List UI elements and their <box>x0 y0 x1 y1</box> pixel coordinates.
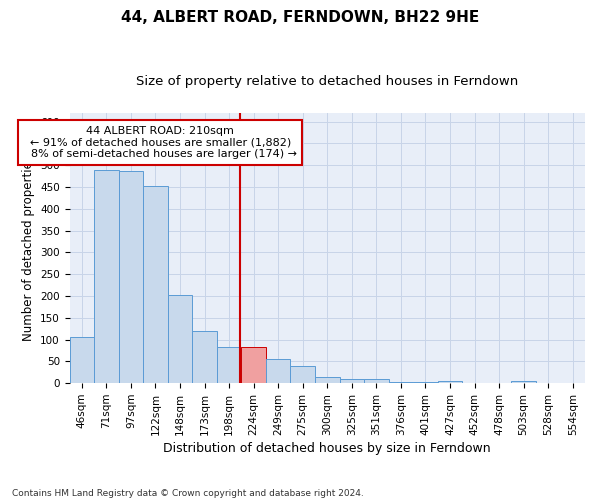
Bar <box>413 382 438 383</box>
X-axis label: Distribution of detached houses by size in Ferndown: Distribution of detached houses by size … <box>163 442 491 455</box>
Bar <box>315 377 340 383</box>
Bar <box>94 170 119 383</box>
Y-axis label: Number of detached properties: Number of detached properties <box>22 155 35 341</box>
Bar <box>290 366 315 383</box>
Bar <box>192 331 217 383</box>
Text: 44, ALBERT ROAD, FERNDOWN, BH22 9HE: 44, ALBERT ROAD, FERNDOWN, BH22 9HE <box>121 10 479 25</box>
Bar <box>241 347 266 383</box>
Bar <box>143 186 168 383</box>
Text: Contains HM Land Registry data © Crown copyright and database right 2024.: Contains HM Land Registry data © Crown c… <box>12 488 364 498</box>
Title: Size of property relative to detached houses in Ferndown: Size of property relative to detached ho… <box>136 75 518 88</box>
Bar <box>168 295 192 383</box>
Bar <box>217 347 241 383</box>
Bar <box>389 382 413 383</box>
Bar <box>438 381 462 383</box>
Bar <box>364 379 389 383</box>
Bar <box>511 380 536 383</box>
Bar <box>266 359 290 383</box>
Bar <box>70 338 94 383</box>
Bar <box>340 380 364 383</box>
Bar <box>119 171 143 383</box>
Text: 44 ALBERT ROAD: 210sqm  
← 91% of detached houses are smaller (1,882)
  8% of se: 44 ALBERT ROAD: 210sqm ← 91% of detached… <box>24 126 297 159</box>
